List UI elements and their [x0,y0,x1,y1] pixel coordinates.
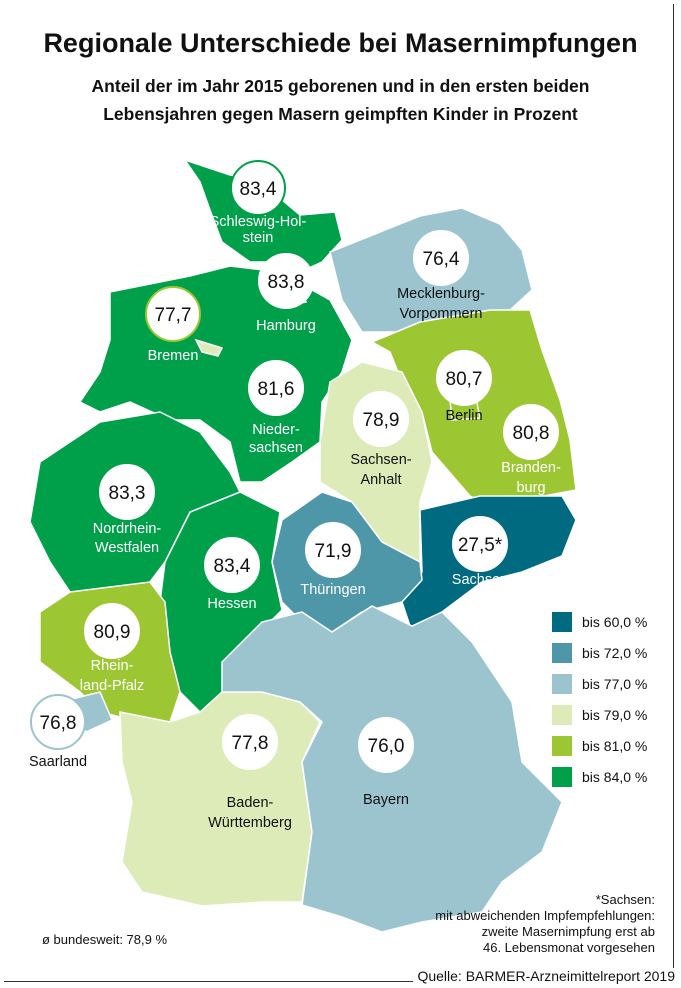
value-circle-rheinland-pfalz [84,603,140,659]
state-label: Baden- [227,795,274,811]
value-circle-berlin [436,350,492,406]
state-value: 83,4 [214,556,251,577]
legend-label: bis 79,0 % [582,706,648,723]
legend-item: bis 77,0 % [552,668,647,699]
note-line: 46. Lebensmonat vorgesehen [482,940,655,955]
value-circle-nordrhein-westfalen [99,464,155,520]
state-label: Nieder- [252,422,300,438]
legend-swatch [552,673,572,694]
state-baden-w-rttemberg [119,691,321,907]
state-value: 77,8 [232,733,269,754]
legend-swatch [552,611,572,632]
state-label: Saarland [29,754,87,770]
national-average: ø bundesweit: 78,9 % [42,932,168,947]
value-circle-baden-w-rttemberg [222,714,278,770]
state-label: Sachsen [452,572,508,588]
state-value: 83,8 [268,272,305,293]
value-circle-sachsen-anhalt [353,391,409,447]
state-label: Vorpommern [399,306,482,322]
legend-item: bis 72,0 % [552,637,647,668]
state-value: 81,6 [258,379,295,400]
state-label: Westfalen [95,540,159,556]
state-label: Thüringen [300,582,365,598]
title: Regionale Unterschiede bei Masernimpfung… [43,28,638,58]
legend-swatch [552,642,572,663]
value-circle-mecklenburg-vorpommern [413,230,469,286]
legend-label: bis 81,0 % [582,737,648,754]
state-label: Bremen [148,348,199,364]
subtitle-line: Anteil der im Jahr 2015 geborenen und in… [91,76,590,96]
legend-item: bis 60,0 % [552,606,647,637]
state-value: 80,8 [513,423,550,444]
value-circle-schleswig-holstein [230,160,286,216]
value-circle-hessen [204,537,260,593]
state-label: sachsen [249,440,303,456]
state-value: 80,9 [94,622,131,643]
state-value: 71,9 [315,541,352,562]
state-value: 78,9 [363,410,400,431]
state-label: stein [243,230,274,246]
legend-item: bis 79,0 % [552,699,647,730]
state-value: 80,7 [446,369,483,390]
state-label: burg [516,480,545,496]
state-value: 83,4 [240,179,277,200]
legend-swatch [552,766,572,787]
state-label: Hessen [207,596,256,612]
value-circle-niedersachsen [248,360,304,416]
state-value: 76,0 [368,736,405,757]
state-label: land-Pfalz [80,678,144,694]
legend-swatch [552,704,572,725]
state-label: Bayern [363,792,409,808]
value-circle-bayern [358,717,414,773]
state-value: 76,4 [423,249,460,270]
legend-label: bis 72,0 % [582,644,648,661]
state-bremen [194,338,224,357]
state-label: Schleswig-Hol- [210,214,307,230]
value-circle-hamburg [258,253,314,309]
legend-label: bis 84,0 % [582,768,648,785]
legend-item: bis 84,0 % [552,761,647,792]
state-label: Anhalt [360,472,401,488]
state-label: Berlin [445,408,482,424]
legend-label: bis 60,0 % [582,613,648,630]
subtitle: Anteil der im Jahr 2015 geborenen und in… [0,72,681,128]
state-value: 76,8 [40,713,77,734]
legend: bis 60,0 % bis 72,0 % bis 77,0 % bis 79,… [552,606,647,792]
state-label: Nordrhein- [93,521,162,537]
value-circle-th-ringen [305,522,361,578]
frame [4,4,674,982]
legend-swatch [552,735,572,756]
value-circle-bremen [145,286,201,342]
legend-item: bis 81,0 % [552,730,647,761]
value-circle-sachsen [452,516,508,572]
state-value: 27,5* [458,535,503,556]
state-label: Sachsen- [350,452,411,468]
value-circle-brandenburg [503,404,559,460]
note-line: *Sachsen: [595,892,655,907]
value-circle-saarland [30,694,86,750]
legend-label: bis 77,0 % [582,675,648,692]
state-value: 77,7 [155,305,192,326]
subtitle-line: Lebensjahren gegen Masern geimpften Kind… [103,104,578,124]
source: Quelle: BARMER-Arzneimittelreport 2019 [413,968,675,984]
state-label: Rhein- [91,658,134,674]
footnote: *Sachsen: mit abweichenden Impfempfehlun… [435,892,655,956]
note-line: zweite Masernimpfung erst ab [481,924,655,939]
state-label: Hamburg [256,318,316,334]
state-label: Branden- [501,460,561,476]
state-label: Mecklenburg- [397,286,485,302]
state-label: Württemberg [208,815,292,831]
state-value: 83,3 [109,483,146,504]
note-line: mit abweichenden Impfempfehlungen: [435,908,655,923]
